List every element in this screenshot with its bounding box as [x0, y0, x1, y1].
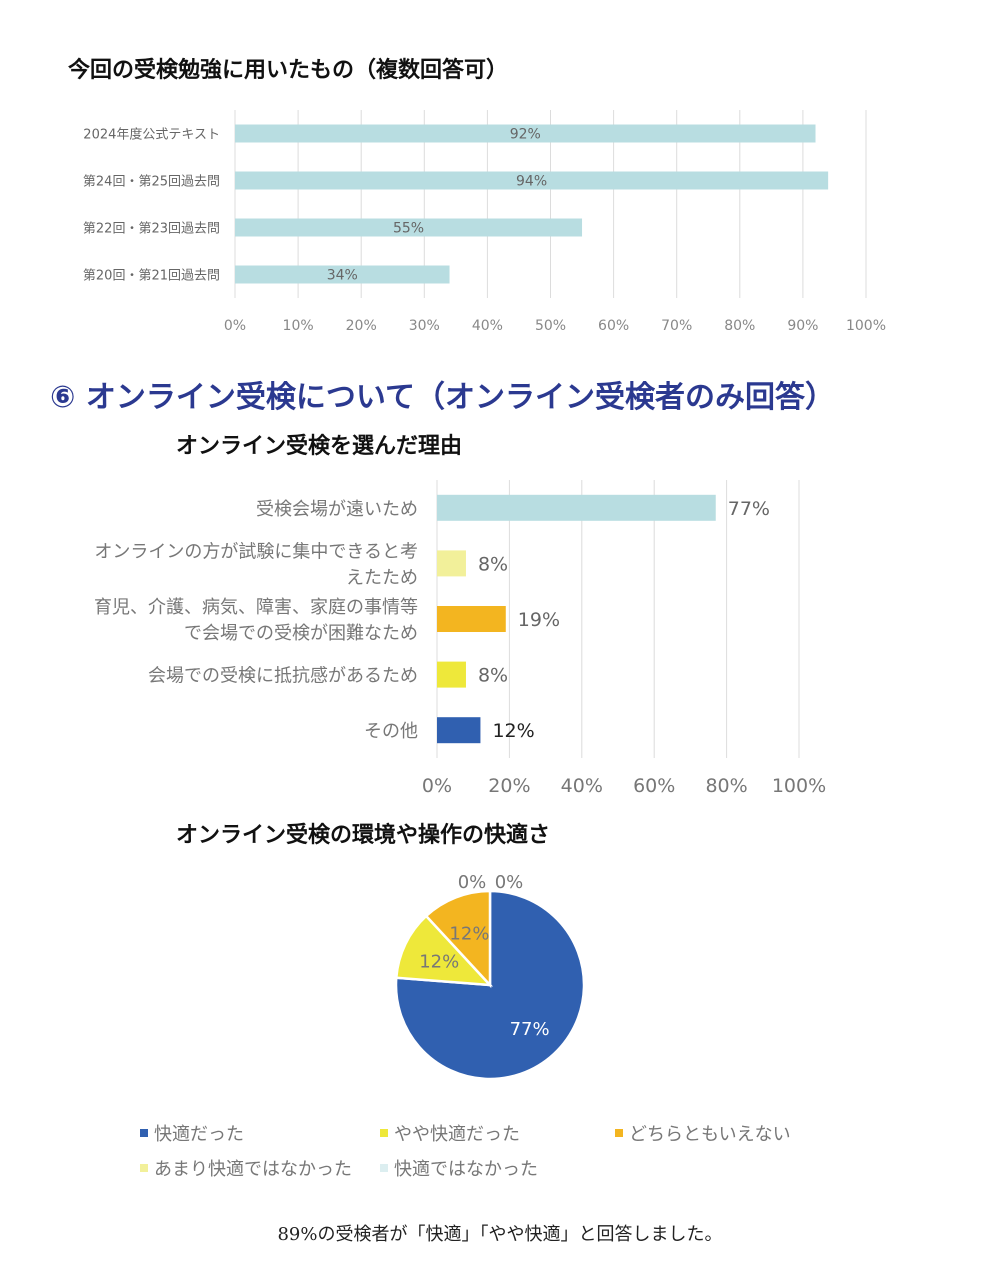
chart1-bar	[235, 218, 583, 237]
legend-item: あまり快適ではなかった	[140, 1155, 352, 1181]
chart1-x-tick: 0%	[224, 318, 246, 334]
chart2-x-tick: 60%	[633, 775, 675, 797]
legend-label: あまり快適ではなかった	[154, 1159, 352, 1180]
chart1-x-tick: 30%	[409, 318, 440, 334]
chart1-data-label: 55%	[393, 221, 424, 237]
legend-label: 快適だった	[154, 1124, 244, 1145]
chart1-category-label: 第22回・第23回過去問	[83, 222, 220, 237]
chart2-category-label: オンラインの方が試験に集中できると考	[94, 541, 418, 562]
chart1-data-label: 94%	[516, 174, 547, 190]
chart3-comfort-pie: 77% 12% 12% 0% 0%	[394, 872, 586, 1081]
pie-data-label: 0%	[495, 872, 524, 893]
chart1-x-tick: 60%	[598, 318, 629, 334]
chart2-data-label: 19%	[518, 609, 560, 631]
chart2-bar	[437, 606, 506, 632]
legend-label: どちらともいえない	[629, 1124, 791, 1145]
legend-item: 快適だった	[140, 1120, 244, 1146]
chart2-data-label: 8%	[478, 553, 508, 575]
chart2-category-label: その他	[364, 721, 418, 742]
chart2-category-label: 育児、介護、病気、障害、家庭の事情等	[94, 597, 418, 618]
chart1-study-materials: 0% 10% 20% 30% 40% 50% 60% 70% 80% 90% 100% 2024年度公…	[83, 110, 886, 334]
section-title: ⑥ オンライン受検について（オンライン受検者のみ回答）	[50, 380, 835, 415]
pie-data-label: 0%	[458, 872, 487, 893]
chart2-x-tick: 0%	[422, 775, 452, 797]
pie-data-label: 12%	[449, 923, 489, 944]
legend-swatch	[140, 1129, 148, 1137]
legend-label: 快適ではなかった	[394, 1159, 538, 1180]
pie-slice	[424, 889, 492, 989]
legend-item: 快適ではなかった	[380, 1155, 538, 1181]
chart1-data-label: 92%	[510, 127, 541, 143]
chart2-category-label: 会場での受検に抵抗感があるため	[148, 666, 418, 687]
footer-note: 89%の受検者が「快適」「やや快適」と回答しました。	[277, 1224, 723, 1245]
chart2-data-label: 12%	[492, 720, 534, 742]
legend-swatch	[380, 1164, 388, 1172]
chart2-x-tick: 20%	[488, 775, 530, 797]
chart1-data-label: 34%	[327, 268, 358, 284]
chart2-bar	[437, 717, 481, 744]
chart1-bar	[235, 265, 450, 284]
chart1-bar	[235, 124, 816, 143]
chart2-data-label: 77%	[728, 498, 770, 520]
chart3-title: オンライン受検の環境や操作の快適さ	[176, 823, 551, 848]
chart2-title: オンライン受検を選んだ理由	[176, 434, 463, 459]
chart1-x-tick: 80%	[724, 318, 755, 334]
chart2-x-tick: 100%	[772, 775, 826, 797]
chart2-category-label: で会場での受検が困難なため	[184, 623, 418, 644]
pie-slice	[394, 889, 586, 1081]
legend-item: どちらともいえない	[615, 1120, 791, 1146]
pie-data-label: 12%	[419, 951, 459, 972]
legend-swatch	[615, 1129, 623, 1137]
chart1-category-label: 2024年度公式テキスト	[83, 127, 220, 143]
chart1-x-tick: 20%	[346, 318, 377, 334]
pie-slice	[394, 914, 494, 987]
legend-swatch	[380, 1129, 388, 1137]
pie-data-label: 77%	[510, 1019, 550, 1040]
legend-swatch	[140, 1164, 148, 1172]
legend-item: やや快適だった	[380, 1120, 520, 1146]
chart2-category-label: 受検会場が遠いため	[256, 499, 418, 520]
chart2-bar	[437, 661, 466, 688]
chart1-x-tick: 70%	[661, 318, 692, 334]
chart2-category-label: えたため	[346, 567, 418, 588]
chart1-x-tick: 10%	[283, 318, 314, 334]
legend-label: やや快適だった	[394, 1124, 520, 1145]
chart1-category-label: 第20回・第21回過去問	[83, 269, 220, 284]
chart1-x-tick: 40%	[472, 318, 503, 334]
chart2-x-tick: 80%	[705, 775, 747, 797]
chart1-x-tick: 90%	[787, 318, 818, 334]
chart2-bar	[437, 494, 716, 521]
chart2-data-label: 8%	[478, 665, 508, 687]
chart2-x-tick: 40%	[561, 775, 603, 797]
chart1-x-tick: 100%	[846, 318, 886, 334]
chart1-category-label: 第24回・第25回過去問	[83, 175, 220, 190]
chart1-bar	[235, 171, 829, 190]
chart2-online-reasons: 0% 20% 40% 60% 80% 100% 受検会場が遠いため 77% オンラインの方が試験…	[94, 480, 826, 797]
chart1-x-tick: 50%	[535, 318, 566, 334]
chart2-bar	[437, 550, 466, 577]
chart1-title: 今回の受検勉強に用いたもの（複数回答可）	[68, 58, 509, 83]
